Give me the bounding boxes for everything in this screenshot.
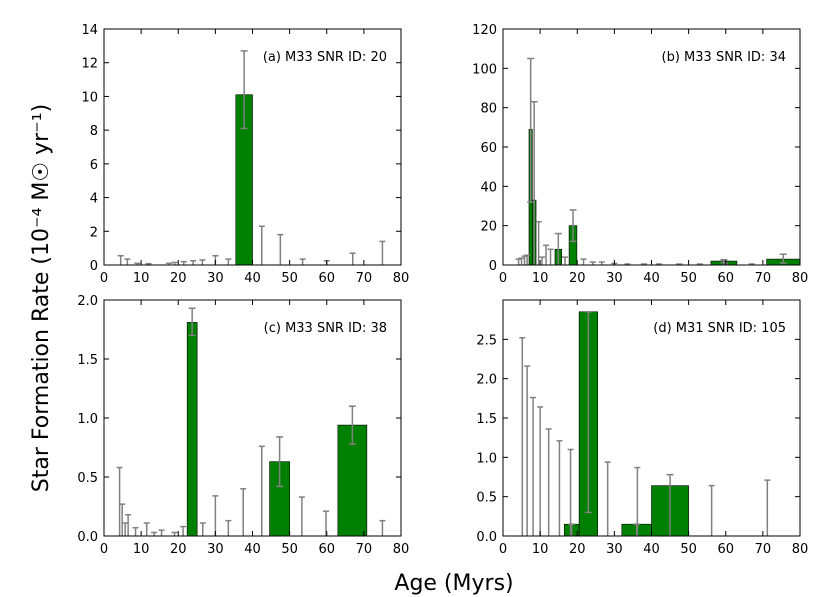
y-tick-label: 100 bbox=[472, 62, 497, 77]
x-tick-label: 40 bbox=[244, 271, 261, 286]
x-tick-label: 0 bbox=[100, 542, 108, 557]
y-tick-label: 0.0 bbox=[476, 530, 497, 545]
x-tick-label: 70 bbox=[755, 542, 772, 557]
x-tick-label: 10 bbox=[133, 542, 150, 557]
x-tick-label: 0 bbox=[100, 271, 108, 286]
x-tick-label: 30 bbox=[606, 542, 623, 557]
y-tick-label: 0 bbox=[489, 259, 497, 274]
x-tick-label: 10 bbox=[133, 271, 150, 286]
x-tick-label: 60 bbox=[717, 542, 734, 557]
chart-panel-1: 0 10 20 30 40 50 60 70 80 0 2 4 6 8 10 12 14 (a) M33 SNR … bbox=[81, 23, 409, 286]
x-tick-label: 0 bbox=[499, 271, 507, 286]
x-tick-label: 50 bbox=[680, 271, 697, 286]
x-tick-label: 20 bbox=[170, 271, 187, 286]
x-tick-label: 30 bbox=[207, 542, 224, 557]
panel-title: (d) M31 SNR ID: 105 bbox=[653, 321, 786, 336]
y-axis-title: Star Formation Rate (10⁻⁴ M☉ yr⁻¹) bbox=[29, 104, 54, 492]
y-tick-label: 8 bbox=[90, 124, 98, 139]
y-tick-label: 0 bbox=[90, 259, 98, 274]
y-tick-label: 20 bbox=[480, 220, 497, 235]
x-tick-label: 40 bbox=[244, 542, 261, 557]
x-tick-label: 70 bbox=[356, 542, 373, 557]
y-tick-label: 1.0 bbox=[77, 412, 98, 427]
x-axis-title: Age (Myrs) bbox=[394, 571, 513, 596]
y-tick-label: 1.0 bbox=[476, 451, 497, 466]
y-tick-label: 80 bbox=[480, 102, 497, 117]
y-tick-label: 12 bbox=[81, 57, 98, 72]
x-tick-label: 60 bbox=[318, 542, 335, 557]
panel-title: (b) M33 SNR ID: 34 bbox=[662, 50, 786, 65]
y-tick-label: 1.5 bbox=[77, 353, 98, 368]
y-tick-label: 2 bbox=[90, 225, 98, 240]
x-tick-label: 70 bbox=[356, 271, 373, 286]
x-tick-label: 40 bbox=[643, 271, 660, 286]
x-tick-label: 20 bbox=[569, 271, 586, 286]
x-tick-label: 50 bbox=[281, 271, 298, 286]
x-tick-label: 50 bbox=[680, 542, 697, 557]
y-tick-label: 120 bbox=[472, 23, 497, 38]
panel-title: (c) M33 SNR ID: 38 bbox=[264, 321, 387, 336]
x-tick-label: 80 bbox=[792, 271, 809, 286]
x-tick-label: 60 bbox=[717, 271, 734, 286]
y-tick-label: 60 bbox=[480, 141, 497, 156]
x-tick-label: 80 bbox=[393, 271, 410, 286]
chart-panel-4: 0 10 20 30 40 50 60 70 80 0.0 0.5 1.0 1.5 2.0 2.5 (d) M… bbox=[476, 299, 809, 557]
x-tick-label: 60 bbox=[318, 271, 335, 286]
y-tick-label: 2.0 bbox=[77, 294, 98, 309]
y-tick-label: 10 bbox=[81, 90, 98, 105]
x-tick-label: 80 bbox=[393, 542, 410, 557]
panels-group: 0 10 20 30 40 50 60 70 80 0 2 4 6 8 10 12 14 (a) M33 SNR … bbox=[77, 23, 808, 557]
x-tick-label: 50 bbox=[281, 542, 298, 557]
x-tick-label: 20 bbox=[569, 542, 586, 557]
y-tick-label: 6 bbox=[90, 158, 98, 173]
y-tick-label: 4 bbox=[90, 192, 98, 207]
chart-panel-3: 0 10 20 30 40 50 60 70 80 0.0 0.5 1.0 1.5 2.0 (c) M33 … bbox=[77, 294, 409, 557]
x-tick-label: 70 bbox=[755, 271, 772, 286]
y-tick-label: 40 bbox=[480, 180, 497, 195]
x-tick-label: 10 bbox=[532, 542, 549, 557]
y-tick-label: 14 bbox=[81, 23, 98, 38]
sfr-bar bbox=[186, 322, 198, 537]
x-tick-label: 20 bbox=[170, 542, 187, 557]
x-tick-label: 30 bbox=[606, 271, 623, 286]
y-tick-label: 2.0 bbox=[476, 373, 497, 388]
x-tick-label: 80 bbox=[792, 542, 809, 557]
x-tick-label: 40 bbox=[643, 542, 660, 557]
y-tick-label: 2.5 bbox=[476, 333, 497, 348]
y-tick-label: 0.0 bbox=[77, 530, 98, 545]
x-tick-label: 10 bbox=[532, 271, 549, 286]
y-tick-label: 0.5 bbox=[476, 491, 497, 506]
x-tick-label: 0 bbox=[499, 542, 507, 557]
panel-title: (a) M33 SNR ID: 20 bbox=[263, 50, 387, 65]
chart-panel-2: 0 10 20 30 40 50 60 70 80 0 20 40 60 80 100 120 (b) M33 … bbox=[472, 23, 808, 286]
y-tick-label: 0.5 bbox=[77, 471, 98, 486]
y-tick-label: 1.5 bbox=[476, 412, 497, 427]
x-tick-label: 30 bbox=[207, 271, 224, 286]
